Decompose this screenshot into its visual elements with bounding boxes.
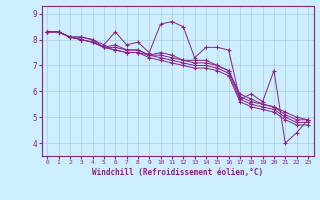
X-axis label: Windchill (Refroidissement éolien,°C): Windchill (Refroidissement éolien,°C): [92, 168, 263, 177]
